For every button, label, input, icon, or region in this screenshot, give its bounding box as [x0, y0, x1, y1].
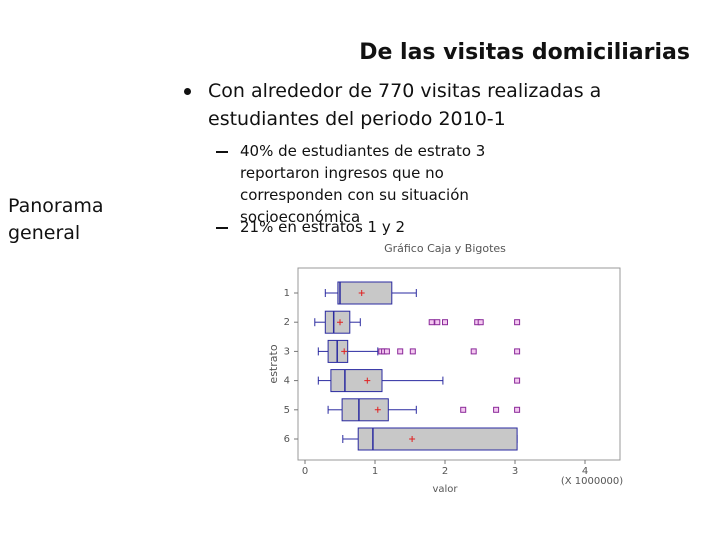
mean	[364, 377, 371, 384]
y-tick-label: 2	[284, 317, 290, 328]
box	[341, 398, 389, 422]
y-tick-label: 4	[284, 376, 290, 387]
outlier	[514, 377, 521, 384]
y-tick-label: 1	[284, 288, 290, 299]
y-axis-label: estrato	[267, 344, 280, 383]
x-axis-label: valor	[432, 484, 458, 495]
bullet: Con alrededor de 770 visitas realizadas …	[208, 80, 602, 130]
chart-title: Gráfico Caja y Bigotes	[384, 242, 506, 255]
outlier	[477, 319, 484, 326]
x-tick-label: 2	[442, 466, 448, 477]
outlier	[434, 319, 441, 326]
outlier	[470, 348, 477, 355]
x-multiplier: (X 1000000)	[561, 476, 623, 487]
outlier	[442, 319, 448, 326]
box	[330, 369, 383, 393]
outlier	[428, 319, 435, 326]
plot-frame	[297, 267, 621, 461]
outlier	[460, 406, 467, 413]
y-tick-label: 6	[284, 434, 290, 445]
x-tick-label: 1	[372, 466, 378, 477]
x-tick-label: 0	[302, 466, 308, 477]
outlier	[514, 319, 521, 326]
outlier	[409, 348, 416, 355]
x-tick-label: 4	[582, 466, 588, 477]
bullet-dash	[216, 151, 228, 153]
mean	[337, 319, 343, 326]
outlier	[493, 406, 500, 413]
outlier	[514, 406, 521, 413]
outlier	[383, 348, 390, 355]
mean	[409, 436, 416, 442]
bullet-dot	[184, 88, 191, 95]
slide-title: De las visitas domiciliarias	[359, 40, 690, 65]
sub-bullet: 40% de estudiantes de estrato 3 reportar…	[240, 142, 486, 226]
box	[357, 427, 518, 451]
y-tick-label: 3	[284, 346, 290, 357]
side-label: Panorama general	[8, 195, 104, 244]
box	[337, 281, 393, 305]
outlier	[514, 348, 521, 355]
bullet-dash	[216, 227, 228, 229]
y-tick-label: 5	[284, 405, 290, 416]
x-tick-label: 3	[512, 466, 518, 477]
mean	[358, 290, 365, 296]
mean	[341, 348, 348, 355]
outlier	[397, 348, 404, 355]
mean	[374, 406, 381, 413]
sub-bullet: 21% en estratos 1 y 2	[240, 218, 406, 236]
